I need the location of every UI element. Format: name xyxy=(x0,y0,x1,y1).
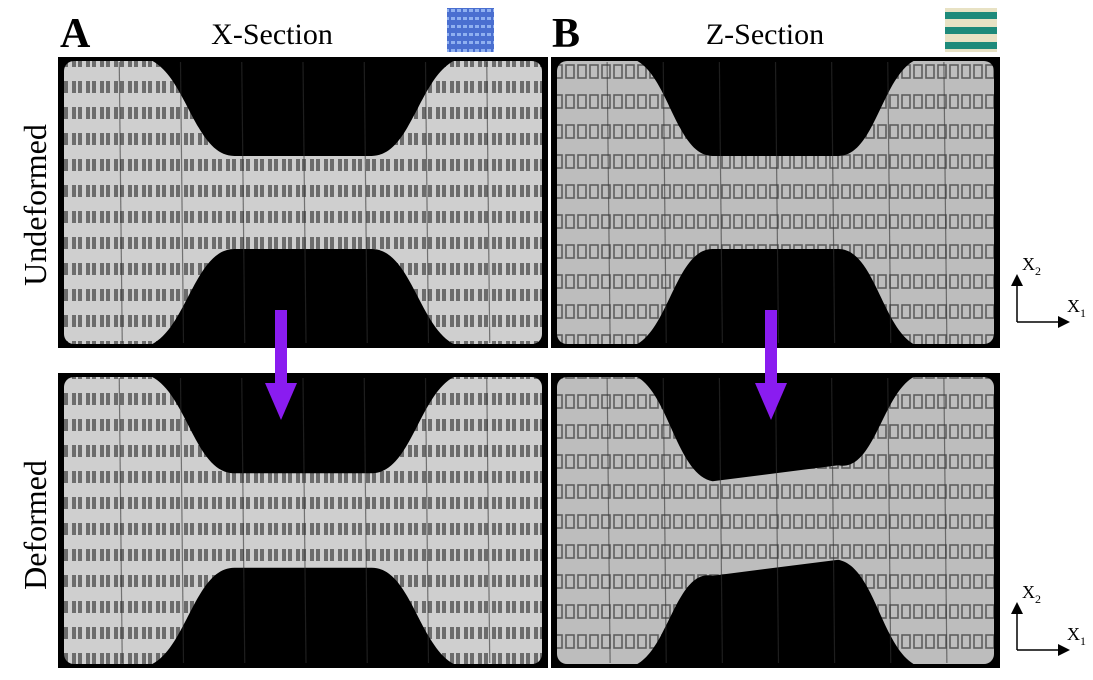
axis-letter: X xyxy=(1067,624,1080,644)
axis-label: X1 xyxy=(1067,624,1086,648)
panel-letter: B xyxy=(552,11,580,57)
axis-letter: X xyxy=(1067,296,1080,316)
figure: A X-Section B Z-Section Undeformed Defor… xyxy=(0,0,1093,675)
axis-label: X1 xyxy=(1067,296,1086,320)
axis-letter: X xyxy=(1022,582,1035,602)
ct-image xyxy=(551,57,1000,348)
ct-image xyxy=(58,373,548,668)
weave-icon xyxy=(945,8,997,52)
panels xyxy=(58,57,1000,668)
ct-image xyxy=(551,373,1000,668)
axis-label: X2 xyxy=(1022,582,1041,606)
axis-subscript: 1 xyxy=(1080,634,1086,648)
panel-title: Z-Section xyxy=(706,18,824,51)
ct-image xyxy=(58,57,548,348)
axis-label: X2 xyxy=(1022,254,1041,278)
panel-title: X-Section xyxy=(211,18,333,51)
axis-subscript: 2 xyxy=(1035,592,1041,606)
weave-icon xyxy=(447,8,494,52)
panel-letter: A xyxy=(60,11,91,57)
axis-subscript: 2 xyxy=(1035,264,1041,278)
row-label: Undeformed xyxy=(17,124,53,286)
row-label: Deformed xyxy=(17,460,53,590)
axis-subscript: 1 xyxy=(1080,306,1086,320)
axis-letter: X xyxy=(1022,254,1035,274)
